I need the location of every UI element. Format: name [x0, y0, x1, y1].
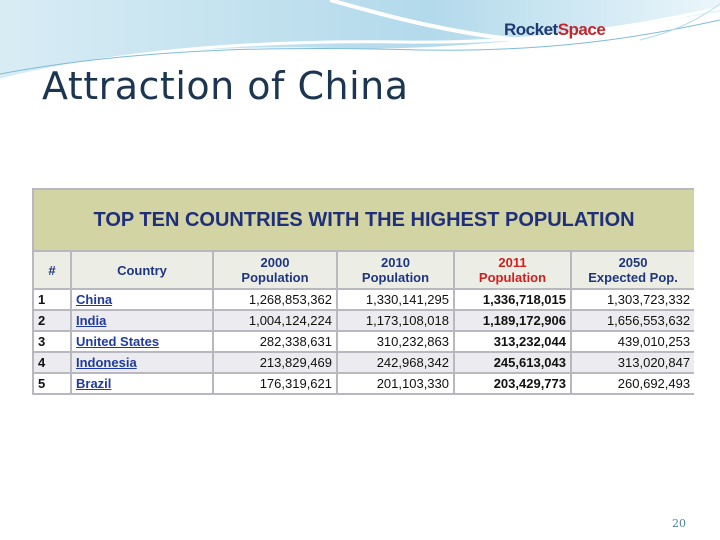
table-title: TOP TEN COUNTRIES WITH THE HIGHEST POPUL…: [32, 188, 694, 252]
population-cell: 201,103,330: [336, 372, 455, 395]
table-row: 1 China 1,268,853,362 1,330,141,295 1,336,71…: [32, 288, 694, 311]
header-line: 2000: [260, 255, 290, 270]
population-cell: 313,232,044: [453, 330, 572, 353]
column-header: 2000 Population: [212, 250, 338, 290]
population-cell: 1,303,723,332: [569, 288, 694, 311]
population-cell: 1,189,172,906: [453, 309, 572, 332]
population-cell: 213,829,469: [212, 351, 338, 374]
population-cell: 1,268,853,362: [212, 288, 338, 311]
header-line: #: [48, 262, 56, 278]
logo-text: Rocket: [504, 20, 558, 39]
column-header: 2050 Expected Pop.: [569, 250, 694, 290]
population-cell: 1,330,141,295: [336, 288, 455, 311]
rank-cell: 1: [32, 288, 72, 311]
table-row: 3 United States 282,338,631 310,232,863 313,…: [32, 330, 694, 353]
rank-cell: 3: [32, 330, 72, 353]
country-cell: China: [70, 288, 214, 311]
population-cell: 313,020,847: [569, 351, 694, 374]
slide-title: Attraction of China: [42, 64, 409, 108]
table-row: 2 India 1,004,124,224 1,173,108,018 1,189,17…: [32, 309, 694, 332]
table-row: 4 Indonesia 213,829,469 242,968,342 245,613,…: [32, 351, 694, 374]
column-header: #: [32, 250, 72, 290]
population-table: TOP TEN COUNTRIES WITH THE HIGHEST POPUL…: [32, 188, 694, 395]
page-number: 20: [672, 517, 686, 530]
logo-text: Space: [557, 20, 606, 39]
header-line: 2050: [618, 255, 648, 270]
population-cell: 203,429,773: [453, 372, 572, 395]
population-cell: 1,336,718,015: [453, 288, 572, 311]
header-line: 2010: [381, 255, 410, 270]
rank-cell: 4: [32, 351, 72, 374]
header-line: Population: [241, 270, 309, 285]
country-cell: United States: [70, 330, 214, 353]
header-line: Expected Pop.: [588, 270, 678, 285]
table-container: TOP TEN COUNTRIES WITH THE HIGHEST POPUL…: [32, 188, 694, 412]
population-cell: 242,968,342: [336, 351, 455, 374]
column-header: Country: [70, 250, 214, 290]
table-row: 5 Brazil 176,319,621 201,103,330 203,429,773…: [32, 372, 694, 395]
header-line: Country: [117, 262, 167, 278]
column-header: 2010 Population: [336, 250, 455, 290]
population-cell: 282,338,631: [212, 330, 338, 353]
population-cell: 1,656,553,632: [569, 309, 694, 332]
header-line: Population: [361, 270, 430, 285]
population-cell: 176,319,621: [212, 372, 338, 395]
header-decoration: [0, 0, 720, 82]
population-cell: 260,692,493: [569, 372, 694, 395]
country-cell: Brazil: [70, 372, 214, 395]
column-header: 2011 Population: [453, 250, 572, 290]
header-line: Population: [478, 270, 547, 285]
country-cell: Indonesia: [70, 351, 214, 374]
header-line: 2011: [498, 255, 527, 270]
population-cell: 1,173,108,018: [336, 309, 455, 332]
population-cell: 1,004,124,224: [212, 309, 338, 332]
logo: RocketSpace: [504, 20, 606, 40]
population-cell: 310,232,863: [336, 330, 455, 353]
country-cell: India: [70, 309, 214, 332]
rank-cell: 5: [32, 372, 72, 395]
population-cell: 245,613,043: [453, 351, 572, 374]
population-cell: 439,010,253: [569, 330, 694, 353]
rank-cell: 2: [32, 309, 72, 332]
